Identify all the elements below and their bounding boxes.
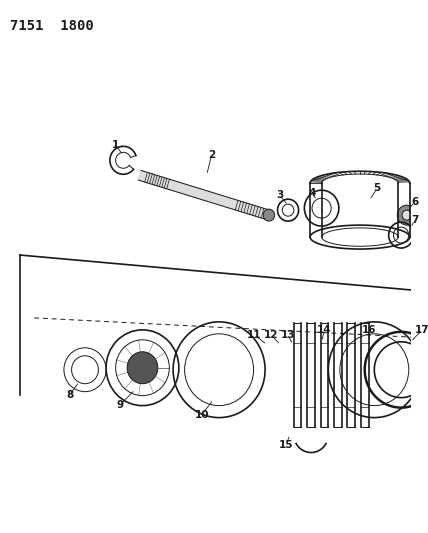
Text: 7: 7	[411, 215, 418, 225]
Text: 9: 9	[117, 400, 124, 410]
Text: 11: 11	[247, 330, 262, 340]
Text: 12: 12	[264, 330, 278, 340]
Text: 1: 1	[112, 140, 119, 150]
Text: 8: 8	[66, 390, 73, 400]
Text: 17: 17	[415, 325, 428, 335]
Circle shape	[397, 205, 416, 225]
Text: 2: 2	[208, 150, 215, 160]
Circle shape	[127, 352, 158, 384]
Text: 6: 6	[411, 197, 418, 207]
Text: 3: 3	[276, 190, 283, 200]
Text: 15: 15	[279, 440, 294, 449]
Text: 10: 10	[195, 410, 209, 419]
Text: 16: 16	[362, 325, 377, 335]
Text: 5: 5	[374, 183, 381, 193]
Circle shape	[402, 210, 412, 220]
Polygon shape	[138, 171, 270, 220]
Circle shape	[263, 209, 275, 221]
Text: 13: 13	[281, 330, 295, 340]
Text: 4: 4	[308, 188, 316, 198]
Text: 14: 14	[317, 325, 332, 335]
Text: 7151  1800: 7151 1800	[10, 19, 94, 33]
